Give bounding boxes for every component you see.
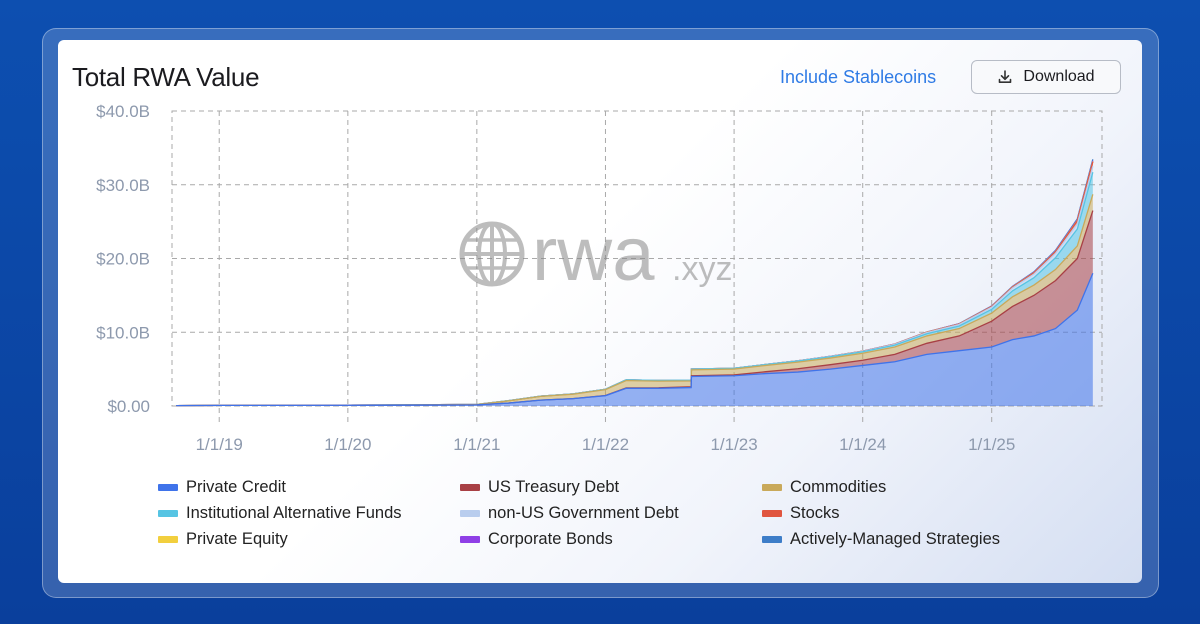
legend-label: Actively-Managed Strategies (790, 529, 1001, 548)
legend-label: Commodities (790, 477, 887, 496)
download-button[interactable]: Download (971, 60, 1121, 94)
watermark-suffix: .xyz (672, 250, 732, 288)
legend-item[interactable]: Actively-Managed Strategies (762, 530, 1064, 548)
y-tick-label: $40.0B (96, 102, 150, 121)
legend-label: non-US Government Debt (488, 503, 679, 522)
legend-item[interactable]: Corporate Bonds (460, 530, 762, 548)
y-axis-ticks: $0.00 $10.0B $20.0B $30.0B $40.0B (96, 102, 150, 416)
legend-item[interactable]: Private Credit (158, 478, 460, 496)
legend-item[interactable]: Stocks (762, 504, 1064, 522)
y-tick-label: $30.0B (96, 176, 150, 195)
legend-item[interactable]: Private Equity (158, 530, 460, 548)
legend-label: US Treasury Debt (488, 477, 620, 496)
chart-legend: Private Credit US Treasury Debt Commoditie… (158, 478, 1058, 548)
download-label: Download (1023, 68, 1095, 85)
legend-label: Corporate Bonds (488, 529, 613, 548)
chart-card: Total RWA Value Include Stablecoins Down… (58, 40, 1142, 583)
x-axis-ticks: 1/1/19 1/1/20 1/1/21 1/1/22 1/1/23 1/1/24 1/1/… (196, 435, 1016, 454)
legend-swatch (762, 483, 782, 491)
legend-swatch (460, 483, 480, 491)
y-tick-label: $20.0B (96, 250, 150, 269)
legend-label: Stocks (790, 503, 840, 522)
y-tick-label: $10.0B (96, 323, 150, 342)
legend-item[interactable]: Institutional Alternative Funds (158, 504, 460, 522)
legend-item[interactable]: Commodities (762, 478, 1064, 496)
chart-areas (176, 159, 1094, 407)
legend-swatch (460, 535, 480, 543)
x-tick-label: 1/1/23 (710, 435, 757, 454)
y-tick-label: $0.00 (107, 397, 150, 416)
legend-label: Private Credit (186, 477, 286, 496)
area-chart: rwa .xyz $0.00 $10.0B $20.0B $30.0B $40.0B 1… (96, 102, 1103, 454)
legend-item[interactable]: non-US Government Debt (460, 504, 762, 522)
line-commodities (176, 194, 1094, 407)
x-tick-label: 1/1/21 (453, 435, 500, 454)
x-tick-label: 1/1/22 (582, 435, 629, 454)
watermark: rwa .xyz (459, 212, 732, 297)
watermark-text: rwa (532, 212, 655, 297)
legend-label: Institutional Alternative Funds (186, 503, 402, 522)
legend-item[interactable]: US Treasury Debt (460, 478, 762, 496)
chart-title: Total RWA Value (72, 62, 260, 92)
globe-icon (459, 221, 525, 287)
legend-swatch (158, 483, 178, 491)
legend-swatch (762, 509, 782, 517)
legend-swatch (460, 509, 480, 517)
x-tick-label: 1/1/20 (324, 435, 371, 454)
legend-label: Private Equity (186, 529, 288, 548)
legend-swatch (158, 535, 178, 543)
download-icon (997, 69, 1013, 85)
x-tick-label: 1/1/25 (968, 435, 1015, 454)
x-tick-label: 1/1/19 (196, 435, 243, 454)
area-private-credit (176, 273, 1093, 406)
line-private-credit (176, 272, 1094, 407)
legend-swatch (762, 535, 782, 543)
legend-swatch (158, 509, 178, 517)
x-tick-label: 1/1/24 (839, 435, 886, 454)
include-stablecoins-link[interactable]: Include Stablecoins (780, 67, 937, 87)
